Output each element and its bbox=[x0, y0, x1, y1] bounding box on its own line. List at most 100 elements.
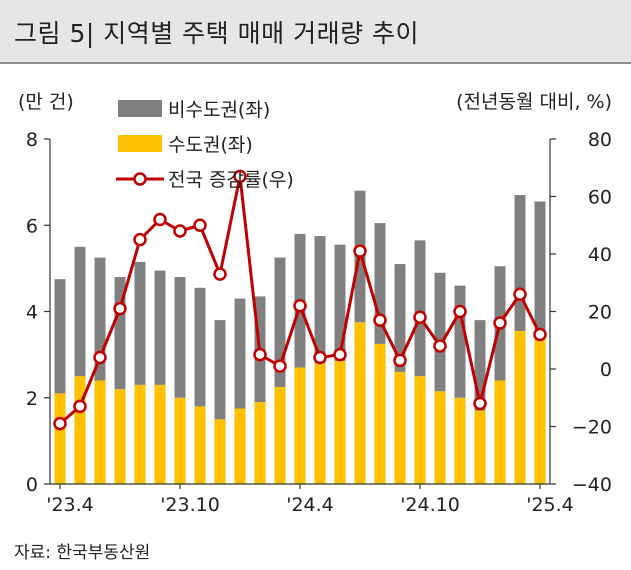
right-tick-label: 20 bbox=[588, 302, 612, 324]
growth-rate-point bbox=[473, 396, 487, 411]
right-tick-label: −40 bbox=[572, 474, 612, 496]
bar-capital-area bbox=[54, 393, 66, 484]
growth-rate-point bbox=[53, 416, 67, 431]
growth-rate-point bbox=[333, 347, 347, 362]
x-tick-label: '23.4 bbox=[46, 494, 94, 516]
growth-rate-point bbox=[353, 244, 367, 258]
bar-capital-area bbox=[134, 384, 146, 484]
bar-capital-area bbox=[434, 391, 446, 484]
x-tick-label: '25.4 bbox=[526, 494, 574, 516]
growth-rate-point bbox=[73, 399, 87, 414]
bar-non-capital-area bbox=[334, 244, 346, 362]
bar-capital-area bbox=[214, 419, 226, 484]
bar-non-capital-area bbox=[54, 279, 66, 394]
legend-label-non-capital: 비수도권(좌) bbox=[168, 99, 270, 121]
legend-label-capital: 수도권(좌) bbox=[168, 134, 253, 156]
chart: 0 2 4 6 8 −40 −20 0 20 40 60 80 '23.4 '23.10 '24.4 '24.… bbox=[18, 91, 612, 516]
source-note: 자료: 한국부동산원 bbox=[14, 543, 151, 563]
growth-rate-point bbox=[253, 347, 267, 362]
bar-non-capital-area bbox=[94, 257, 106, 381]
x-tick-label: '23.10 bbox=[160, 494, 220, 516]
legend-swatch-non-capital bbox=[118, 100, 162, 117]
left-tick-label: 4 bbox=[26, 302, 38, 324]
bar-capital-area bbox=[254, 402, 266, 484]
right-tick-label: 60 bbox=[588, 187, 612, 209]
bar-capital-area bbox=[414, 376, 426, 484]
bar-capital-area bbox=[274, 386, 286, 484]
right-tick-label: 80 bbox=[588, 129, 612, 151]
bar-non-capital-area bbox=[434, 272, 446, 392]
x-tick-label: '24.4 bbox=[286, 494, 334, 516]
left-tick-label: 0 bbox=[26, 474, 38, 496]
bar-capital-area bbox=[494, 380, 506, 484]
right-tick-label: −20 bbox=[572, 417, 612, 439]
growth-rate-point bbox=[493, 316, 507, 330]
bar-capital-area bbox=[354, 322, 366, 484]
right-axis-label: (전년동월 대비, %) bbox=[456, 91, 612, 113]
bar-non-capital-area bbox=[274, 257, 286, 387]
bar-capital-area bbox=[194, 406, 206, 484]
growth-rate-point bbox=[533, 327, 547, 342]
growth-rate-point bbox=[153, 212, 167, 227]
growth-rate-point bbox=[433, 339, 447, 353]
left-tick-label: 2 bbox=[26, 388, 38, 410]
growth-rate-point bbox=[453, 304, 467, 319]
bar-capital-area bbox=[454, 397, 466, 484]
growth-rate-point bbox=[93, 350, 107, 365]
bar-non-capital-area bbox=[214, 320, 226, 420]
bar-capital-area bbox=[334, 361, 346, 484]
bar-non-capital-area bbox=[414, 240, 426, 377]
bar-non-capital-area bbox=[454, 285, 466, 398]
growth-rate-point bbox=[213, 267, 227, 281]
growth-rate-point bbox=[173, 224, 187, 238]
bar-non-capital-area bbox=[134, 261, 146, 385]
bar-capital-area bbox=[174, 397, 186, 484]
bar-capital-area bbox=[374, 343, 386, 484]
bar-non-capital-area bbox=[234, 298, 246, 409]
right-tick-label: 0 bbox=[600, 359, 612, 381]
legend-marker-growth bbox=[133, 172, 147, 186]
bar-capital-area bbox=[514, 330, 526, 484]
legend-label-growth: 전국 증감률(우) bbox=[168, 169, 294, 191]
bar-capital-area bbox=[154, 384, 166, 484]
legend-swatch-capital bbox=[118, 135, 162, 152]
growth-rate-point bbox=[393, 353, 407, 368]
growth-rate-point bbox=[373, 313, 387, 327]
title-bar: 그림 5| 지역별 주택 매매 거래량 추이 bbox=[0, 0, 631, 64]
page-title: 그림 5| 지역별 주택 매매 거래량 추이 bbox=[14, 19, 420, 48]
bar-non-capital-area bbox=[174, 277, 186, 398]
growth-rate-point bbox=[133, 232, 147, 247]
growth-rate-point bbox=[193, 218, 207, 232]
bar-capital-area bbox=[234, 408, 246, 484]
bar-non-capital-area bbox=[314, 236, 326, 364]
bar-capital-area bbox=[474, 410, 486, 484]
bar-non-capital-area bbox=[394, 264, 406, 372]
bar-capital-area bbox=[294, 367, 306, 484]
growth-rate-point bbox=[313, 350, 327, 365]
bar-non-capital-area bbox=[154, 270, 166, 385]
bar-non-capital-area bbox=[474, 320, 486, 411]
bar-capital-area bbox=[114, 389, 126, 484]
growth-rate-point bbox=[233, 169, 247, 184]
bar-non-capital-area bbox=[74, 246, 86, 377]
growth-rate-point bbox=[113, 301, 127, 316]
x-tick-label: '24.10 bbox=[400, 494, 460, 516]
bar-capital-area bbox=[314, 363, 326, 484]
left-tick-label: 8 bbox=[26, 129, 38, 151]
bar-non-capital-area bbox=[514, 195, 526, 331]
bar-capital-area bbox=[394, 371, 406, 484]
bar-non-capital-area bbox=[374, 223, 386, 344]
growth-rate-point bbox=[273, 359, 287, 373]
left-tick-label: 6 bbox=[26, 215, 38, 237]
growth-rate-point bbox=[513, 287, 527, 301]
bar-non-capital-area bbox=[194, 287, 206, 407]
bar-non-capital-area bbox=[534, 201, 546, 338]
bar-capital-area bbox=[94, 380, 106, 484]
bar-non-capital-area bbox=[114, 277, 126, 390]
growth-rate-point bbox=[413, 310, 427, 324]
left-axis-label: (만 건) bbox=[18, 91, 74, 113]
bar-capital-area bbox=[534, 337, 546, 484]
growth-rate-point bbox=[293, 299, 307, 313]
right-tick-label: 40 bbox=[588, 244, 612, 266]
bar-capital-area bbox=[74, 376, 86, 484]
